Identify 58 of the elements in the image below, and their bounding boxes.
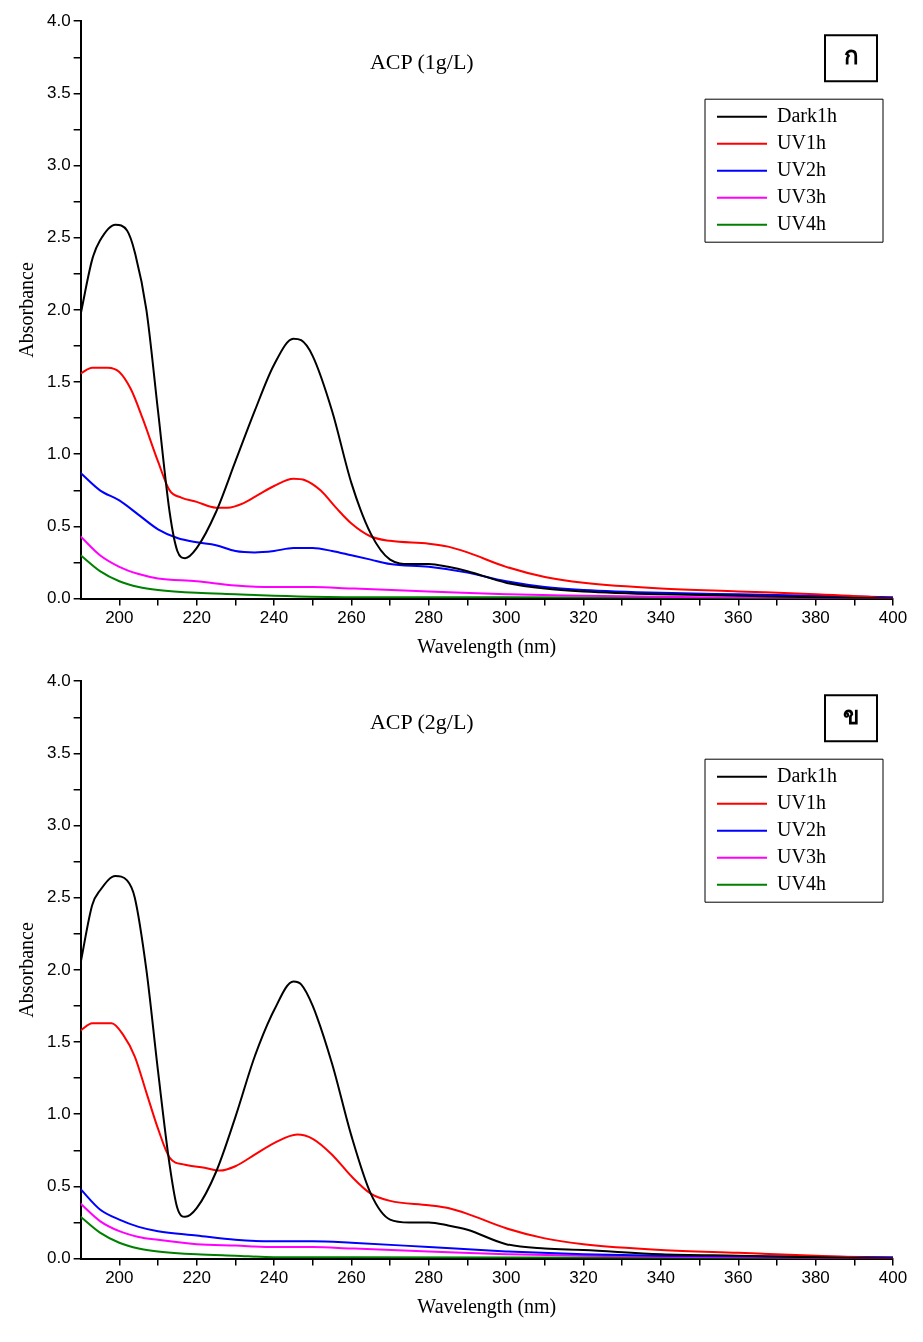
y-tick-label: 1.0 xyxy=(46,443,71,463)
legend-label: UV4h xyxy=(777,211,826,234)
x-axis-title: Wavelength (nm) xyxy=(417,1295,557,1319)
x-tick-label: 240 xyxy=(259,608,289,628)
y-tick-label: 0.0 xyxy=(46,588,71,608)
x-tick-label: 380 xyxy=(801,608,830,628)
x-tick-label: 340 xyxy=(646,1268,676,1288)
x-tick-label: 400 xyxy=(878,608,908,628)
x-tick-label: 320 xyxy=(569,608,598,628)
x-tick-label: 360 xyxy=(724,1268,753,1288)
y-tick-label: 0.5 xyxy=(46,1176,71,1196)
y-tick-label: 2.5 xyxy=(46,227,71,247)
x-axis-title: Wavelength (nm) xyxy=(417,635,557,659)
text: ACP (2g/L) xyxy=(369,708,474,734)
x-tick-label: 200 xyxy=(105,608,134,628)
x-tick-label: 220 xyxy=(182,1268,211,1288)
x-tick-label: 300 xyxy=(491,1268,521,1288)
x-tick-label: 360 xyxy=(724,608,753,628)
y-tick-label: 2.0 xyxy=(46,959,71,979)
y-tick-label: 0.5 xyxy=(46,516,71,536)
x-tick-label: 380 xyxy=(801,1268,830,1288)
legend-label: UV1h xyxy=(777,790,826,813)
text: ACP (1g/L) xyxy=(369,48,474,74)
annotation: ข xyxy=(843,703,859,730)
legend-label: UV3h xyxy=(777,844,826,867)
y-tick-label: 3.5 xyxy=(46,743,71,763)
annotation: ก xyxy=(843,43,859,70)
x-tick-label: 280 xyxy=(414,608,443,628)
legend-label: Dark1h xyxy=(777,763,837,786)
y-axis-title: Absorbance xyxy=(15,262,38,358)
x-tick-label: 220 xyxy=(182,608,211,628)
y-tick-label: 1.5 xyxy=(46,371,71,391)
y-tick-label: 1.0 xyxy=(46,1103,71,1123)
legend-label: UV2h xyxy=(777,157,826,180)
y-tick-label: 2.5 xyxy=(46,887,71,907)
legend-label: UV1h xyxy=(777,130,826,153)
x-tick-label: 320 xyxy=(569,1268,598,1288)
x-tick-label: 200 xyxy=(105,1268,134,1288)
x-tick-label: 400 xyxy=(878,1268,908,1288)
y-tick-label: 2.0 xyxy=(46,299,71,319)
x-tick-label: 280 xyxy=(414,1268,443,1288)
y-tick-label: 0.0 xyxy=(46,1248,71,1268)
legend-label: UV3h xyxy=(777,184,826,207)
y-axis-title: Absorbance xyxy=(15,922,38,1018)
y-tick-label: 3.0 xyxy=(46,815,71,835)
x-tick-label: 340 xyxy=(646,608,676,628)
legend-label: Dark1h xyxy=(777,103,837,126)
x-tick-label: 260 xyxy=(337,608,366,628)
x-tick-label: 300 xyxy=(491,608,521,628)
y-tick-label: 3.5 xyxy=(46,83,71,103)
y-tick-label: 4.0 xyxy=(46,670,71,690)
legend-label: UV2h xyxy=(777,817,826,840)
x-tick-label: 240 xyxy=(259,1268,289,1288)
y-tick-label: 4.0 xyxy=(46,10,71,30)
y-tick-label: 3.0 xyxy=(46,155,71,175)
legend-label: UV4h xyxy=(777,871,826,894)
y-tick-label: 1.5 xyxy=(46,1031,71,1051)
x-tick-label: 260 xyxy=(337,1268,366,1288)
